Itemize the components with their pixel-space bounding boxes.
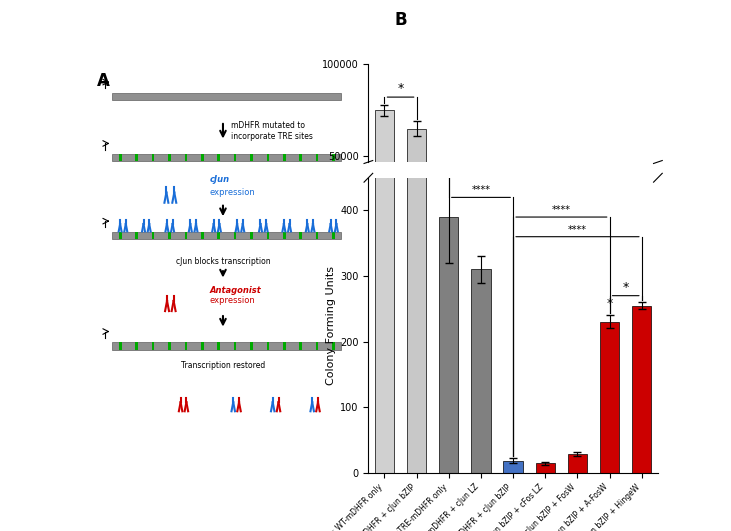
Bar <box>217 154 220 161</box>
Text: mDHFR mutated to
incorporate TRE sites: mDHFR mutated to incorporate TRE sites <box>231 122 313 141</box>
Bar <box>168 154 171 161</box>
Bar <box>568 454 587 473</box>
Bar <box>375 0 394 473</box>
Bar <box>185 154 187 161</box>
Text: A: A <box>96 72 110 90</box>
Bar <box>267 232 269 239</box>
Bar <box>113 342 341 349</box>
Bar <box>234 342 236 349</box>
Bar <box>536 464 555 473</box>
Bar <box>113 93 341 100</box>
Bar <box>234 232 236 239</box>
Bar <box>113 232 341 239</box>
Bar <box>439 217 458 473</box>
Bar <box>250 232 253 239</box>
Text: *: * <box>623 281 629 294</box>
Bar <box>119 232 121 239</box>
Bar <box>504 461 523 473</box>
Bar <box>332 232 335 239</box>
Bar <box>300 232 302 239</box>
Bar <box>600 322 619 473</box>
Text: ****: **** <box>568 225 587 235</box>
Text: expression: expression <box>210 187 256 196</box>
Bar <box>316 232 319 239</box>
Bar <box>201 154 204 161</box>
Bar <box>283 342 286 349</box>
Bar <box>375 110 394 249</box>
Bar <box>135 342 138 349</box>
Bar <box>267 342 269 349</box>
Bar <box>119 154 121 161</box>
Bar <box>267 154 269 161</box>
Bar <box>250 342 253 349</box>
Bar <box>283 232 286 239</box>
Bar <box>250 154 253 161</box>
Bar <box>135 154 138 161</box>
Bar <box>316 154 319 161</box>
Bar <box>113 154 341 161</box>
Text: *: * <box>398 82 404 95</box>
Text: cJun blocks transcription: cJun blocks transcription <box>175 257 270 266</box>
Text: Antagonist: Antagonist <box>210 286 262 295</box>
Bar <box>332 342 335 349</box>
Bar <box>185 232 187 239</box>
Bar <box>152 232 154 239</box>
Bar <box>217 232 220 239</box>
Text: Transcription restored: Transcription restored <box>181 361 265 370</box>
Text: *: * <box>607 297 613 310</box>
Y-axis label: Colony Forming Units: Colony Forming Units <box>326 266 336 384</box>
Bar <box>201 342 204 349</box>
Bar <box>201 232 204 239</box>
Bar <box>234 154 236 161</box>
Bar <box>300 154 302 161</box>
Text: B: B <box>395 11 407 29</box>
Bar <box>185 342 187 349</box>
Bar <box>119 342 121 349</box>
Bar <box>471 269 491 473</box>
Bar <box>217 342 220 349</box>
Bar <box>168 342 171 349</box>
Text: cJun: cJun <box>210 175 230 184</box>
Bar <box>407 0 426 473</box>
Bar <box>283 154 286 161</box>
Bar <box>135 232 138 239</box>
Bar <box>168 232 171 239</box>
Bar <box>152 342 154 349</box>
Bar <box>407 129 426 249</box>
Bar <box>300 342 302 349</box>
Bar <box>332 154 335 161</box>
Bar <box>632 305 651 473</box>
Text: ****: **** <box>471 185 491 195</box>
Bar <box>316 342 319 349</box>
Bar <box>152 154 154 161</box>
Text: expression: expression <box>210 296 256 305</box>
Text: ****: **** <box>552 205 571 215</box>
